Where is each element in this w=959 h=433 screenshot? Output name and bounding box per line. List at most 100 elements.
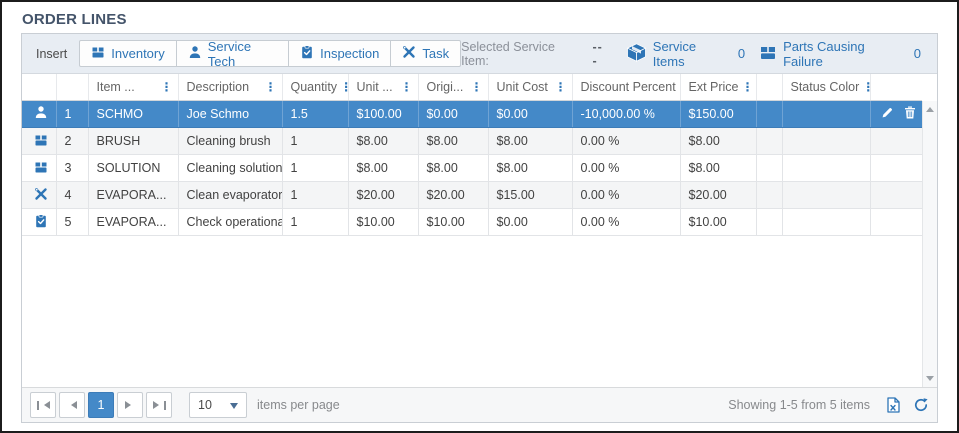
grid-toolbar: Insert Inventory Service Tech	[22, 34, 937, 74]
service-items-label: Service Items	[652, 38, 697, 69]
description-cell: Cleaning brush	[178, 127, 283, 155]
unit-cost-cell: $0.00	[488, 100, 573, 128]
unit-price-cell: $8.00	[348, 154, 419, 182]
insert-label: Insert	[36, 46, 68, 61]
ext-price-cell: $8.00	[680, 127, 757, 155]
unit-cost-cell: $15.00	[488, 181, 573, 209]
current-page-button[interactable]: 1	[88, 392, 114, 418]
parts-causing-failure-count: 0	[913, 46, 921, 61]
ext-price-cell: $150.00	[680, 100, 757, 128]
refresh-icon[interactable]	[913, 397, 929, 413]
table-row[interactable]: 2 BRUSH Cleaning brush 1 $8.00 $8.00 $8.…	[22, 127, 922, 155]
grid-pager: 1 10 items per page Showing 1-5 from 5 i…	[22, 387, 937, 422]
insert-task-label: Task	[422, 46, 450, 61]
unit-price-cell: $100.00	[348, 100, 419, 128]
item-cell: BRUSH	[88, 127, 179, 155]
discount-cell: 0.00 %	[572, 208, 681, 236]
column-menu-icon[interactable]: ⋮	[741, 79, 754, 94]
insert-inspection-button[interactable]: Inspection	[288, 40, 392, 67]
ext-price-cell: $8.00	[680, 154, 757, 182]
scroll-down-icon[interactable]	[926, 376, 934, 385]
parts-causing-failure-link[interactable]: Parts Causing Failure 0	[759, 39, 927, 69]
ext-price-cell: $20.00	[680, 181, 757, 209]
scroll-up-icon[interactable]	[926, 103, 934, 112]
header-discount-percent[interactable]: Discount Percent⋮	[572, 74, 681, 101]
header-ext-price[interactable]: Ext Price ⋮	[680, 74, 757, 101]
table-row[interactable]: 4 EVAPORA... Clean evaporator c... 1 $20…	[22, 181, 922, 209]
previous-page-button[interactable]	[59, 392, 85, 418]
next-page-button[interactable]	[117, 392, 143, 418]
selected-service-item-label: Selected Service Item:	[461, 39, 555, 68]
discount-cell: 0.00 %	[572, 127, 681, 155]
chevron-down-icon	[230, 402, 238, 413]
discount-cell: -10,000.00 %	[572, 100, 681, 128]
unit-price-cell: $8.00	[348, 127, 419, 155]
original-cell: $8.00	[418, 127, 489, 155]
header-original[interactable]: Origi... ⋮	[418, 74, 489, 101]
row-number: 5	[56, 208, 89, 236]
header-unit-price[interactable]: Unit ... ⋮	[348, 74, 419, 101]
grid-body: 1 SCHMO Joe Schmo 1.5 $100.00 $0.00 $0.0…	[22, 100, 937, 387]
header-status-color[interactable]: Status Color⋮	[782, 74, 871, 101]
order-lines-grid: Item ...⋮ Description⋮ Quantity⋮ Unit ..…	[22, 74, 937, 422]
pager-summary: Showing 1-5 from 5 items	[728, 398, 870, 412]
header-item[interactable]: Item ... ⋮	[88, 74, 179, 101]
status-color-cell	[782, 154, 871, 182]
status-color-cell	[782, 208, 871, 236]
page-size-dropdown[interactable]: 10	[189, 392, 247, 418]
inspection-clipboard-icon	[300, 45, 314, 62]
service-tech-person-icon	[188, 45, 202, 62]
column-menu-icon[interactable]: ⋮	[400, 79, 413, 94]
unit-cost-cell: $8.00	[488, 154, 573, 182]
insert-task-button[interactable]: Task	[390, 40, 462, 67]
item-cell: SCHMO	[88, 100, 179, 128]
column-menu-icon[interactable]: ⋮	[676, 81, 680, 93]
insert-service-tech-button[interactable]: Service Tech	[175, 39, 290, 69]
header-unit-cost[interactable]: Unit Cost ⋮	[488, 74, 573, 101]
service-items-link[interactable]: Service Items 0	[626, 39, 751, 69]
excel-export-icon[interactable]	[886, 397, 901, 413]
status-color-cell	[782, 100, 871, 128]
cube-icon	[626, 42, 647, 65]
unit-price-cell: $10.00	[348, 208, 419, 236]
parts-box-icon	[759, 44, 777, 64]
table-row[interactable]: 5 EVAPORA... Check operational l... 1 $1…	[22, 208, 922, 236]
insert-inventory-button[interactable]: Inventory	[79, 40, 177, 67]
pager-right: Showing 1-5 from 5 items	[728, 397, 929, 413]
header-description[interactable]: Description ⋮	[178, 74, 283, 101]
quantity-cell: 1	[282, 208, 349, 236]
inspection-clipboard-icon	[34, 213, 48, 231]
table-row[interactable]: 1 SCHMO Joe Schmo 1.5 $100.00 $0.00 $0.0…	[22, 100, 922, 128]
original-cell: $8.00	[418, 154, 489, 182]
last-page-button[interactable]	[146, 392, 172, 418]
table-row[interactable]: 3 SOLUTION Cleaning solution 1 $8.00 $8.…	[22, 154, 922, 182]
previous-page-icon	[67, 401, 77, 409]
items-per-page-label: items per page	[257, 398, 340, 412]
description-cell: Check operational l...	[178, 208, 283, 236]
original-cell: $0.00	[418, 100, 489, 128]
unit-cost-cell: $8.00	[488, 127, 573, 155]
item-cell: EVAPORA...	[88, 181, 179, 209]
ext-price-cell: $10.00	[680, 208, 757, 236]
unit-cost-cell: $0.00	[488, 208, 573, 236]
discount-cell: 0.00 %	[572, 181, 681, 209]
vertical-scrollbar[interactable]	[922, 100, 937, 387]
column-menu-icon[interactable]: ⋮	[337, 81, 347, 93]
first-page-button[interactable]	[30, 392, 56, 418]
edit-pencil-icon[interactable]	[881, 106, 894, 122]
column-menu-icon[interactable]: ⋮	[264, 79, 277, 94]
column-menu-icon[interactable]: ⋮	[859, 81, 869, 93]
column-menu-icon[interactable]: ⋮	[160, 79, 173, 94]
inventory-box-icon	[34, 135, 48, 150]
delete-trash-icon[interactable]	[904, 106, 916, 122]
header-quantity[interactable]: Quantity⋮	[282, 74, 349, 101]
inventory-box-icon	[34, 162, 48, 177]
column-menu-icon[interactable]: ⋮	[554, 79, 567, 94]
status-color-cell	[782, 181, 871, 209]
insert-inventory-label: Inventory	[111, 46, 165, 61]
service-items-count: 0	[737, 46, 746, 61]
original-cell: $10.00	[418, 208, 489, 236]
column-menu-icon[interactable]: ⋮	[470, 79, 483, 94]
item-cell: SOLUTION	[88, 154, 179, 182]
order-lines-panel: Insert Inventory Service Tech	[21, 33, 938, 423]
